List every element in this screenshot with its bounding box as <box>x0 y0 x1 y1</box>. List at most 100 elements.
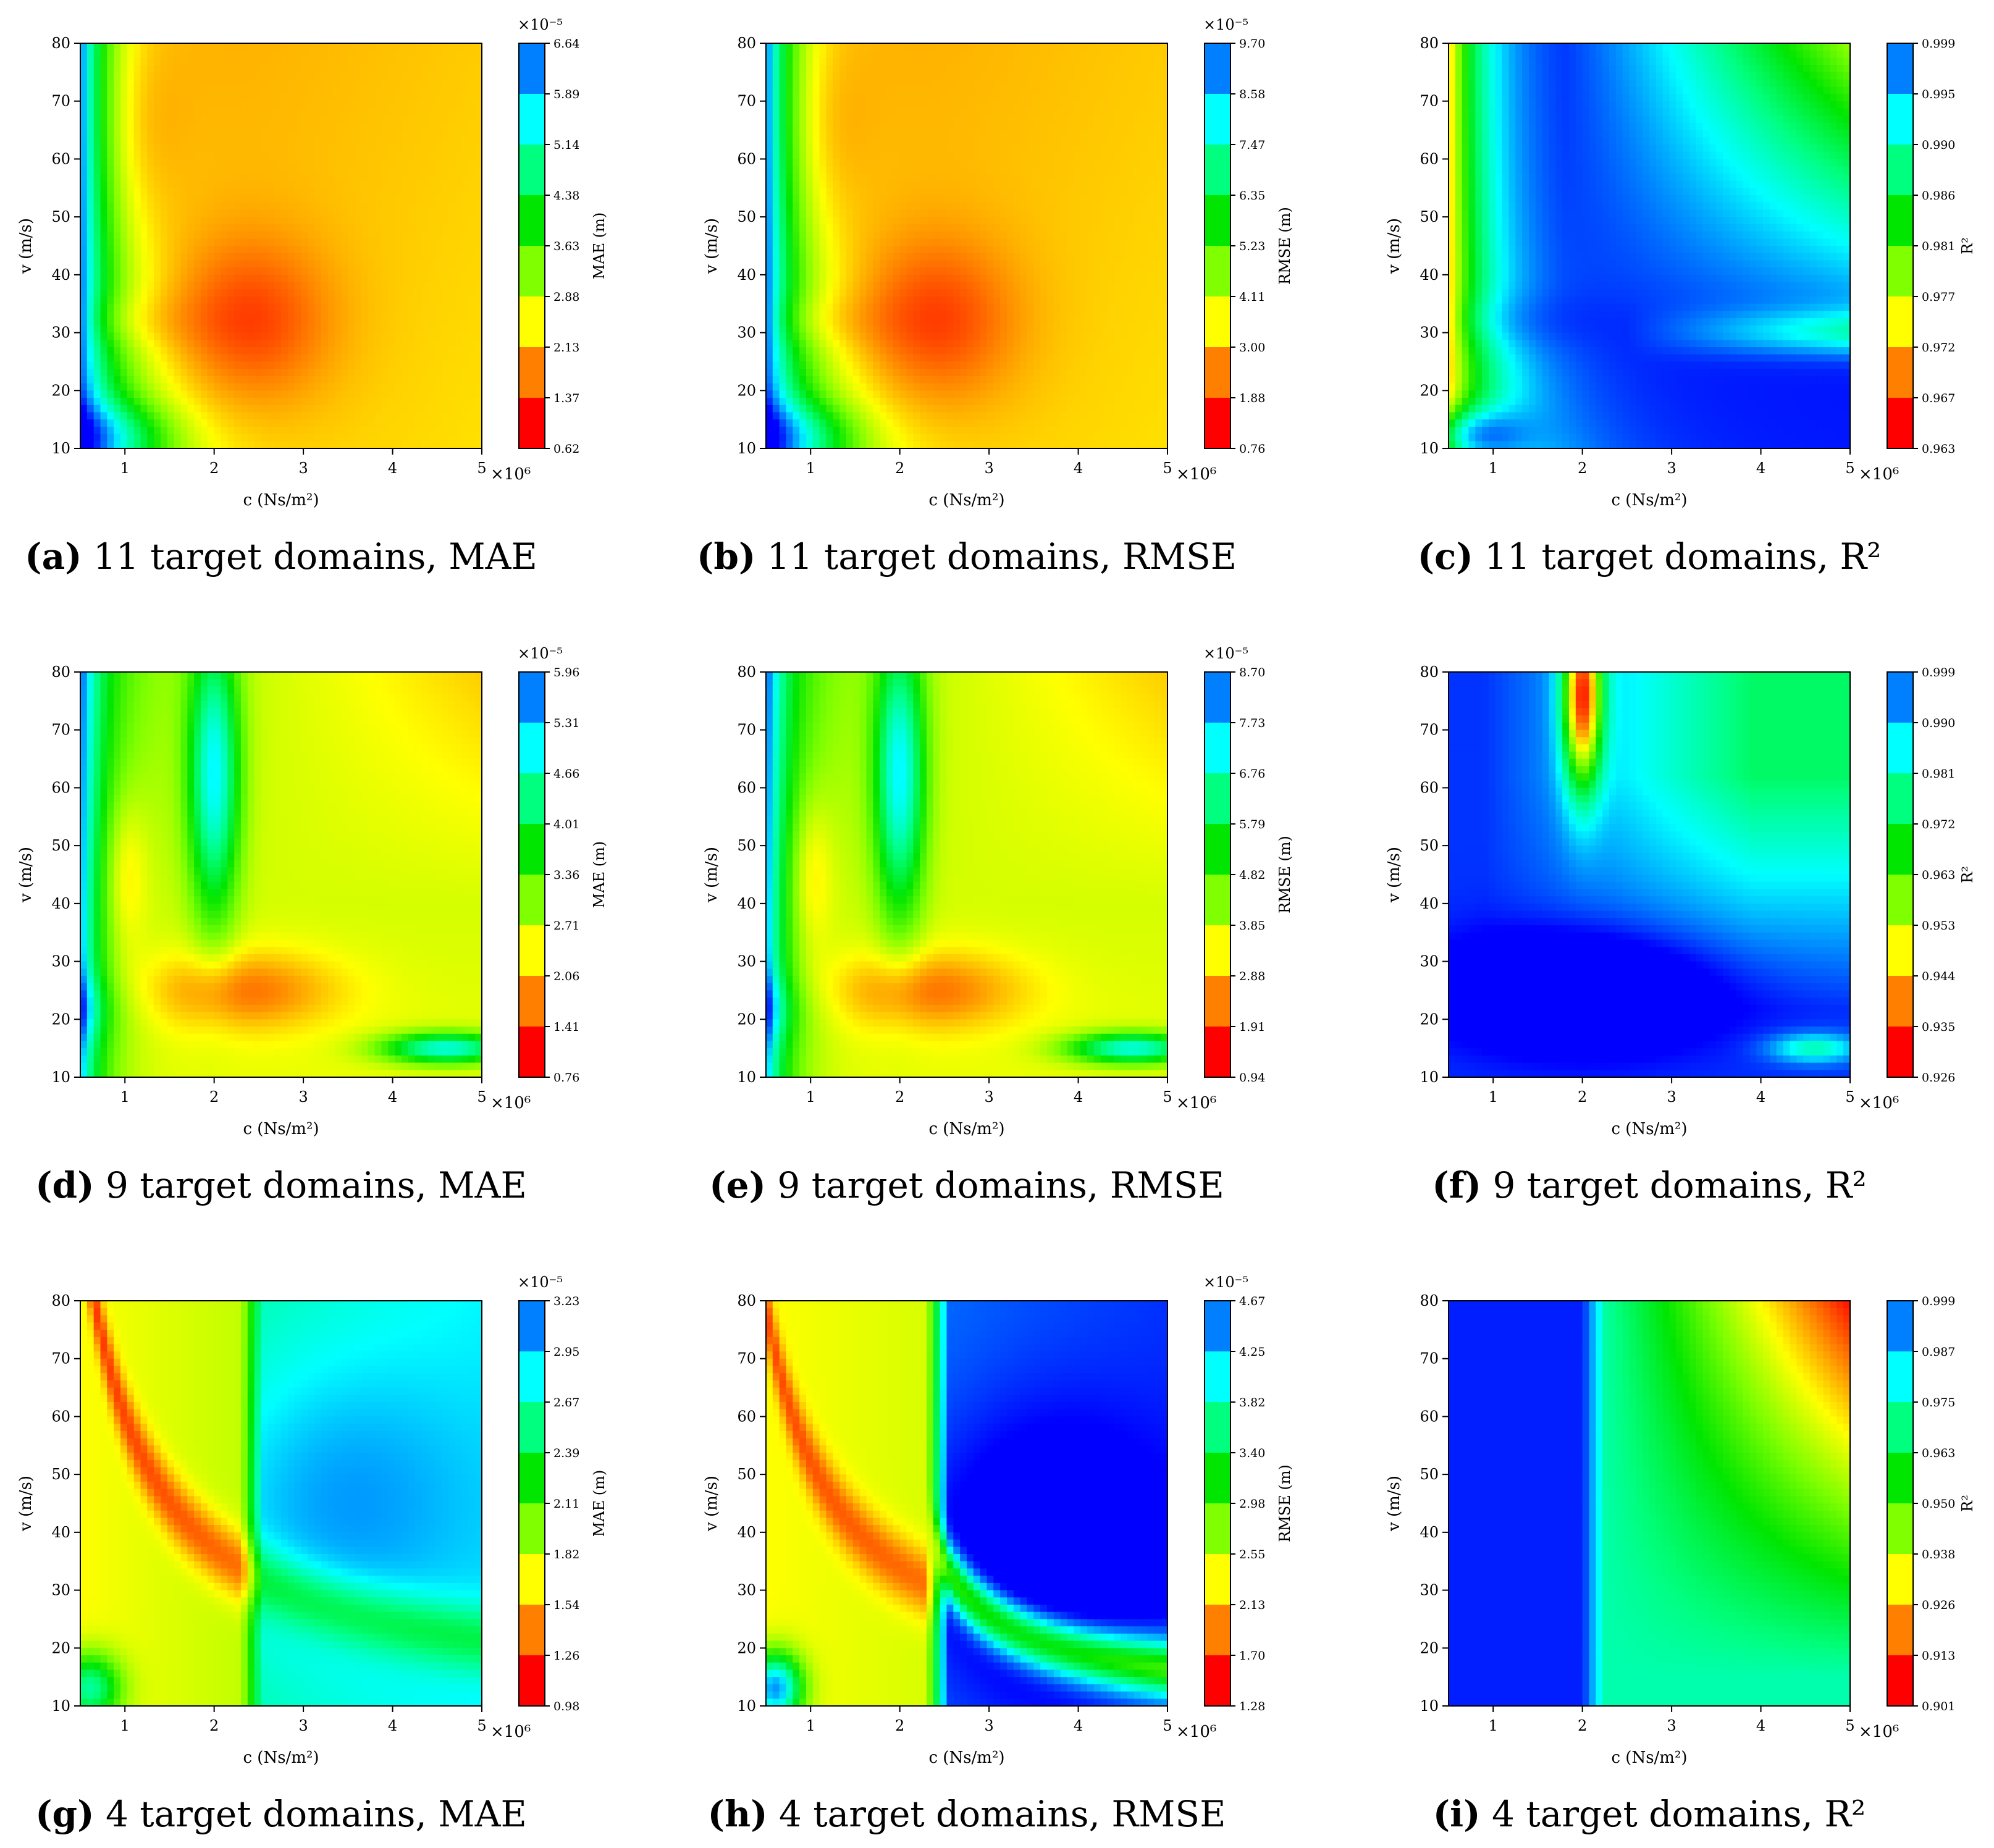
heatmap-cell <box>408 137 416 145</box>
heatmap-cell <box>127 57 135 65</box>
heatmap-cell <box>221 173 228 182</box>
heatmap-cell <box>833 101 840 109</box>
heatmap-cell <box>308 260 315 268</box>
heatmap-cell <box>161 108 168 116</box>
heatmap-cell <box>806 122 814 131</box>
heatmap-cell <box>174 419 182 427</box>
heatmap-cell <box>147 65 154 73</box>
heatmap-cell <box>154 145 161 153</box>
heatmap-cell <box>886 188 894 196</box>
heatmap-cell <box>866 159 873 167</box>
heatmap-cell <box>301 303 308 312</box>
heatmap-cell <box>127 318 135 326</box>
heatmap-cell <box>221 282 228 290</box>
heatmap-cell <box>114 130 121 138</box>
heatmap-cell <box>388 130 395 138</box>
heatmap-cell <box>86 137 95 145</box>
heatmap-cell <box>448 79 456 87</box>
heatmap-cell <box>127 405 135 413</box>
heatmap-cell <box>227 260 235 268</box>
heatmap-cell <box>161 253 168 261</box>
heatmap-cell <box>201 303 208 312</box>
heatmap-cell <box>899 79 907 87</box>
heatmap-cell <box>254 267 262 275</box>
heatmap-cell <box>80 209 88 217</box>
heatmap-cell <box>348 383 355 391</box>
heatmap-cell <box>127 108 135 116</box>
heatmap-cell <box>873 361 880 369</box>
heatmap-cell <box>361 173 369 182</box>
heatmap-cell <box>448 238 456 246</box>
heatmap-cell <box>261 405 268 413</box>
heatmap-cell <box>461 390 469 398</box>
heatmap-cell <box>348 398 355 406</box>
heatmap-cell <box>327 224 335 232</box>
heatmap-cell <box>906 390 914 398</box>
heatmap-cell <box>839 398 847 406</box>
heatmap-cell <box>402 441 409 449</box>
heatmap-cell <box>107 151 114 160</box>
heatmap-cell <box>201 419 208 427</box>
heatmap-cell <box>866 383 873 391</box>
heatmap-cell <box>786 231 793 239</box>
heatmap-cell <box>100 289 107 297</box>
heatmap-cell <box>859 332 867 340</box>
heatmap-cell <box>254 188 262 196</box>
heatmap-cell <box>946 145 954 153</box>
heatmap-cell <box>314 180 322 188</box>
heatmap-cell <box>274 311 282 319</box>
heatmap-cell <box>920 282 927 290</box>
heatmap-cell <box>920 434 927 442</box>
heatmap-cell <box>308 50 315 59</box>
heatmap-cell <box>913 383 920 391</box>
heatmap-cell <box>247 253 255 261</box>
heatmap-cell <box>301 325 308 334</box>
heatmap-cell <box>381 231 389 239</box>
heatmap-cell <box>247 318 255 326</box>
heatmap-cell <box>267 332 275 340</box>
heatmap-cell <box>940 340 948 348</box>
heatmap-cell <box>147 303 154 312</box>
heatmap-cell <box>107 209 114 217</box>
heatmap-cell <box>308 398 315 406</box>
heatmap-cell <box>241 79 248 87</box>
heatmap-cell <box>281 101 288 109</box>
heatmap-cell <box>107 122 114 131</box>
heatmap-cell <box>174 412 182 420</box>
heatmap-cell <box>886 57 894 65</box>
heatmap-cell <box>381 340 389 348</box>
heatmap-cell <box>107 180 114 188</box>
heatmap-cell <box>161 166 168 174</box>
heatmap-cell <box>873 50 880 59</box>
heatmap-cell <box>920 101 927 109</box>
heatmap-cell <box>80 267 88 275</box>
heatmap-cell <box>133 253 141 261</box>
heatmap-cell <box>906 340 914 348</box>
heatmap-cell <box>107 376 114 384</box>
heatmap-cell <box>448 390 456 398</box>
heatmap-cell <box>793 180 800 188</box>
heatmap-cell <box>906 202 914 211</box>
heatmap-cell <box>287 50 295 59</box>
heatmap-cell <box>793 383 800 391</box>
heatmap-cell <box>940 253 948 261</box>
heatmap-cell <box>880 217 887 225</box>
heatmap-cell <box>421 246 429 254</box>
heatmap-cell <box>819 376 827 384</box>
heatmap-cell <box>414 369 423 377</box>
heatmap-cell <box>786 347 793 355</box>
heatmap-cell <box>107 166 114 174</box>
heatmap-cell <box>421 130 429 138</box>
heatmap-cell <box>234 347 242 355</box>
heatmap-cell <box>120 166 128 174</box>
heatmap-cell <box>348 180 355 188</box>
heatmap-cell <box>314 166 322 174</box>
heatmap-cell <box>435 260 442 268</box>
heatmap-cell <box>86 282 95 290</box>
heatmap-cell <box>100 231 107 239</box>
heatmap-cell <box>361 405 369 413</box>
heatmap-cell <box>241 376 248 384</box>
heatmap-cell <box>786 57 793 65</box>
heatmap-cell <box>321 72 329 80</box>
heatmap-cell <box>187 441 195 449</box>
